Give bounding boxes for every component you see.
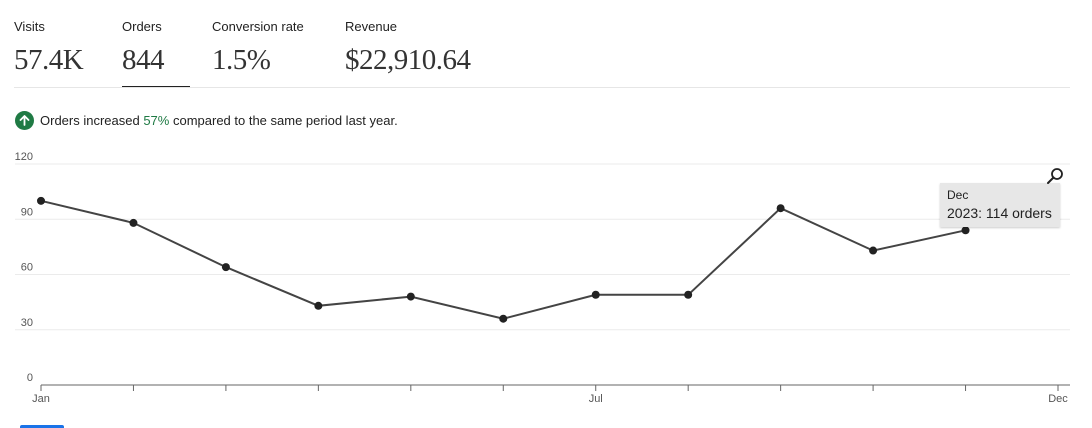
orders-line-chart: 0 30 60 90 120 Jan Jul Dec bbox=[15, 151, 1070, 405]
summary-prefix: Orders increased bbox=[40, 112, 144, 128]
zoom-icon[interactable] bbox=[1046, 167, 1064, 190]
y-tick-label: 0 bbox=[27, 372, 33, 384]
series-points bbox=[37, 196, 970, 323]
divider bbox=[14, 87, 1070, 88]
summary-percent: 57% bbox=[143, 112, 170, 128]
metric-value: 57.4K bbox=[14, 44, 84, 76]
metrics-bar: Visits 57.4K Orders 844 Conversion rate … bbox=[0, 0, 1070, 88]
metric-label: Visits bbox=[14, 19, 45, 34]
grid-lines bbox=[15, 163, 1070, 331]
data-point bbox=[776, 204, 785, 213]
summary-message: Orders increased 57% compared to the sam… bbox=[15, 110, 398, 130]
data-point bbox=[684, 290, 693, 299]
metric-conversion-rate[interactable]: Conversion rate 1.5% bbox=[212, 0, 327, 88]
metric-label: Conversion rate bbox=[212, 19, 304, 34]
metric-orders[interactable]: Orders 844 bbox=[122, 0, 192, 88]
metric-value: $22,910.64 bbox=[345, 44, 471, 76]
y-axis-ticks: 0 30 60 90 120 bbox=[15, 151, 33, 384]
series-line bbox=[40, 199, 966, 320]
metric-value: 1.5% bbox=[212, 44, 271, 76]
data-point bbox=[221, 263, 230, 272]
x-tick-label: Dec bbox=[1048, 393, 1068, 405]
x-tick-label: Jul bbox=[589, 393, 603, 405]
tooltip-body: 2023: 114 orders bbox=[947, 205, 1052, 221]
data-point bbox=[591, 290, 600, 299]
x-tick-label: Jan bbox=[32, 393, 50, 405]
y-tick-label: 60 bbox=[21, 262, 33, 274]
data-point bbox=[37, 196, 45, 205]
data-point bbox=[499, 314, 508, 323]
tooltip-title: Dec bbox=[947, 188, 969, 202]
metric-revenue[interactable]: Revenue $22,910.64 bbox=[345, 0, 485, 88]
data-point bbox=[961, 226, 970, 235]
x-axis: Jan Jul Dec bbox=[32, 384, 1070, 405]
arrow-up-circle-icon bbox=[15, 110, 34, 130]
y-tick-label: 30 bbox=[21, 317, 33, 329]
chart-tooltip: Dec 2023: 114 orders bbox=[940, 183, 1060, 227]
data-point bbox=[129, 218, 138, 227]
y-tick-label: 120 bbox=[15, 151, 33, 163]
metric-visits[interactable]: Visits 57.4K bbox=[14, 0, 104, 88]
metric-label: Revenue bbox=[345, 19, 398, 34]
summary-suffix: compared to the same period last year. bbox=[169, 112, 398, 128]
metric-label: Orders bbox=[122, 19, 162, 34]
data-point bbox=[314, 301, 323, 310]
data-point bbox=[869, 246, 878, 255]
metric-value: 844 bbox=[122, 44, 165, 76]
y-tick-label: 90 bbox=[21, 206, 33, 218]
data-point bbox=[406, 292, 415, 301]
bottom-tab-indicator bbox=[20, 425, 64, 428]
